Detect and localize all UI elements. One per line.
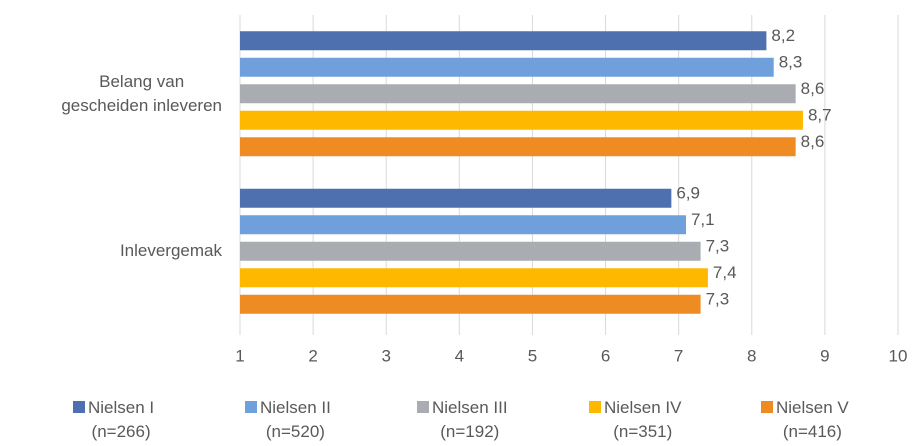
legend-swatch xyxy=(73,401,85,413)
legend-item: Nielsen I (n=266) xyxy=(73,396,154,444)
legend-swatch xyxy=(589,401,601,413)
data-label: 8,7 xyxy=(808,106,832,125)
data-label: 8,3 xyxy=(779,53,803,72)
x-tick-label: 8 xyxy=(747,346,756,365)
legend-label: Nielsen II (n=520) xyxy=(260,398,331,441)
legend-swatch xyxy=(417,401,429,413)
legend-swatch xyxy=(761,401,773,413)
category-label: Belang van gescheiden inleveren xyxy=(61,71,222,115)
x-tick-label: 3 xyxy=(381,346,390,365)
x-tick-label: 4 xyxy=(455,346,464,365)
data-label: 8,2 xyxy=(771,26,795,45)
bar xyxy=(240,31,767,51)
bar xyxy=(240,241,701,261)
legend-item: Nielsen IV (n=351) xyxy=(589,396,681,444)
bar xyxy=(240,84,796,104)
bar xyxy=(240,215,686,235)
x-tick-label: 7 xyxy=(674,346,683,365)
legend-item: Nielsen V (n=416) xyxy=(761,396,849,444)
x-tick-label: 6 xyxy=(601,346,610,365)
bar xyxy=(240,294,701,314)
legend-label: Nielsen V (n=416) xyxy=(776,398,849,441)
bar xyxy=(240,137,796,157)
data-label: 7,4 xyxy=(713,263,737,282)
data-label: 7,3 xyxy=(706,237,730,256)
legend-label: Nielsen I (n=266) xyxy=(88,398,155,441)
legend-item: Nielsen III (n=192) xyxy=(417,396,508,444)
x-tick-label: 1 xyxy=(235,346,244,365)
data-label: 8,6 xyxy=(801,132,825,151)
legend-label: Nielsen III (n=192) xyxy=(432,398,508,441)
x-tick-label: 2 xyxy=(308,346,317,365)
bar xyxy=(240,188,672,208)
bar xyxy=(240,268,708,288)
x-tick-label: 5 xyxy=(528,346,537,365)
bar xyxy=(240,57,774,77)
data-label: 6,9 xyxy=(676,184,700,203)
x-tick-label: 10 xyxy=(889,346,908,365)
data-label: 8,6 xyxy=(801,79,825,98)
legend-label: Nielsen IV (n=351) xyxy=(604,398,682,441)
bar xyxy=(240,110,803,130)
data-label: 7,3 xyxy=(706,290,730,309)
category-label: Inlevergemak xyxy=(119,241,222,261)
data-label: 7,1 xyxy=(691,210,715,229)
legend-swatch xyxy=(245,401,257,413)
legend-item: Nielsen II (n=520) xyxy=(245,396,331,444)
x-tick-label: 9 xyxy=(820,346,829,365)
